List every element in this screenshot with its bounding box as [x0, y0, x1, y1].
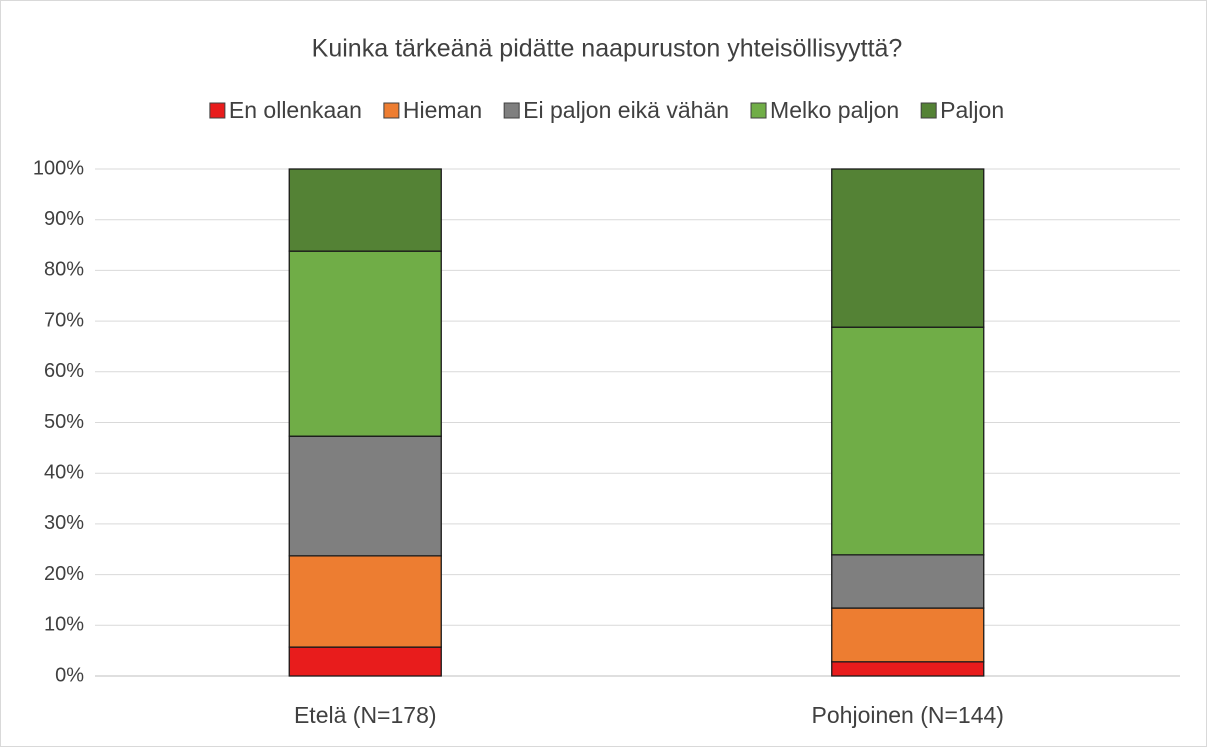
- legend-label: En ollenkaan: [229, 97, 362, 123]
- legend-swatch: [503, 102, 520, 119]
- legend-label: Hieman: [403, 97, 482, 123]
- y-tick-label: 90%: [44, 208, 84, 230]
- legend-swatch: [383, 102, 400, 119]
- bar-segment: [831, 607, 985, 663]
- bar-segment: [288, 168, 442, 252]
- y-tick-label: 50%: [44, 411, 84, 433]
- legend-swatch: [920, 102, 937, 119]
- y-tick-label: 0%: [55, 664, 84, 686]
- legend-swatch: [209, 102, 226, 119]
- legend-swatch: [750, 102, 767, 119]
- y-tick-label: 30%: [44, 512, 84, 534]
- legend-label: Melko paljon: [770, 97, 899, 123]
- y-tick-label: 80%: [44, 259, 84, 281]
- bar-segment: [831, 661, 985, 677]
- bar-segment: [831, 168, 985, 328]
- y-tick-label: 40%: [44, 461, 84, 483]
- y-tick-label: 20%: [44, 563, 84, 585]
- y-tick-label: 60%: [44, 360, 84, 382]
- bar-segment: [288, 250, 442, 437]
- y-tick-label: 70%: [44, 309, 84, 331]
- y-tick-label: 10%: [44, 614, 84, 636]
- legend-label: Ei paljon eikä vähän: [523, 97, 729, 123]
- chart-title: Kuinka tärkeänä pidätte naapuruston yhte…: [312, 35, 903, 63]
- bar-segment: [288, 555, 442, 648]
- bar-segment: [288, 435, 442, 557]
- bar-segment: [831, 554, 985, 609]
- legend-label: Paljon: [940, 97, 1004, 123]
- y-tick-label: 100%: [33, 157, 84, 179]
- bar-segment: [831, 326, 985, 556]
- x-tick-label: Pohjoinen (N=144): [812, 702, 1004, 728]
- x-tick-label: Etelä (N=178): [294, 702, 437, 728]
- bar-segment: [288, 646, 442, 677]
